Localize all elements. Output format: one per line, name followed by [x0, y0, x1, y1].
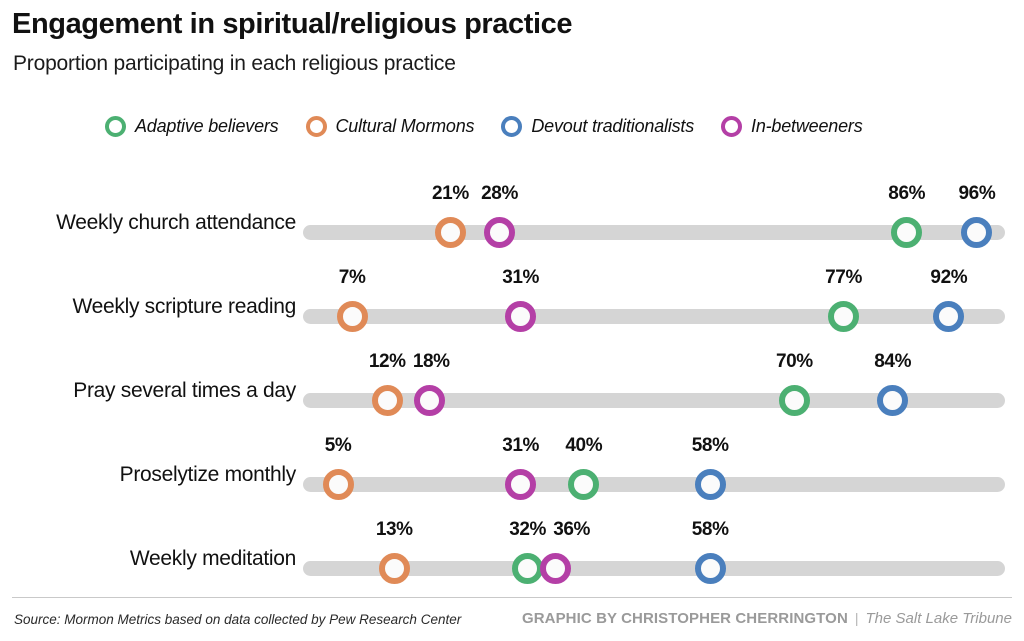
legend-item-label: In-betweeners	[751, 116, 863, 136]
row-label: Weekly meditation	[129, 547, 296, 570]
credit-author: GRAPHIC BY CHRISTOPHER CHERRINGTON	[521, 610, 848, 627]
legend-item-label: Adaptive believers	[135, 116, 279, 136]
page-title: Engagement in spiritual/religious practi…	[12, 8, 573, 40]
row-track	[303, 309, 1005, 324]
data-point-marker[interactable]	[322, 469, 354, 500]
data-point-value: 84%	[874, 351, 912, 372]
data-point-marker[interactable]	[336, 301, 368, 332]
data-point-marker[interactable]	[512, 553, 544, 584]
data-point-value: 18%	[412, 351, 450, 372]
credit-separator: |	[854, 610, 859, 626]
data-point-value: 40%	[565, 435, 603, 456]
data-point-value: 92%	[930, 267, 968, 288]
row-label: Proselytize monthly	[119, 463, 297, 486]
data-point-marker[interactable]	[877, 385, 909, 416]
chart-row: Weekly scripture reading 7% 31% 77% 92%	[0, 253, 1024, 337]
data-point-value: 58%	[691, 435, 729, 456]
data-point-value: 28%	[481, 183, 518, 204]
legend-item-label: Devout traditionalists	[531, 116, 695, 136]
credit-line: GRAPHIC BY CHRISTOPHER CHERRINGTON | The…	[522, 610, 1012, 627]
legend-item[interactable]: In-betweeners	[721, 116, 863, 137]
data-point-value: 13%	[375, 519, 413, 540]
source-note: Source: Mormon Metrics based on data col…	[14, 612, 462, 627]
data-point-marker[interactable]	[505, 469, 537, 500]
row-track	[303, 225, 1005, 240]
chart-row: Proselytize monthly 5% 31% 40% 58%	[0, 421, 1024, 505]
legend-item[interactable]: Adaptive believers	[105, 116, 279, 137]
circle-ring-icon	[501, 116, 523, 137]
data-point-marker[interactable]	[505, 301, 537, 332]
row-track	[303, 561, 1005, 576]
row-track	[303, 393, 1005, 408]
data-point-value: 12%	[368, 351, 406, 372]
legend-item[interactable]: Cultural Mormons	[305, 116, 475, 137]
chart-row: Weekly meditation 13% 32% 36% 58%	[0, 505, 1024, 589]
data-point-marker[interactable]	[694, 469, 726, 500]
data-point-marker[interactable]	[371, 385, 403, 416]
data-point-marker[interactable]	[778, 385, 810, 416]
circle-ring-icon	[721, 116, 743, 137]
chart-row: Weekly church attendance 21% 28% 86% 96%	[0, 169, 1024, 253]
data-point-value: 31%	[502, 435, 540, 456]
data-point-marker[interactable]	[378, 553, 410, 584]
credit-publication: The Salt Lake Tribune	[865, 610, 1012, 627]
row-label: Weekly scripture reading	[72, 295, 296, 318]
data-point-marker[interactable]	[540, 553, 572, 584]
data-point-marker[interactable]	[891, 217, 923, 248]
data-point-marker[interactable]	[484, 217, 516, 248]
data-point-value: 70%	[775, 351, 813, 372]
page-subtitle: Proportion participating in each religio…	[13, 52, 456, 75]
data-point-value: 32%	[509, 519, 547, 540]
data-point-marker[interactable]	[434, 217, 466, 248]
chart-legend: Adaptive believers Cultural Mormons Devout…	[105, 116, 863, 137]
data-point-value: 77%	[825, 267, 862, 288]
data-point-value: 21%	[431, 183, 469, 204]
data-point-marker[interactable]	[828, 301, 860, 332]
circle-ring-icon	[305, 116, 327, 137]
data-point-marker[interactable]	[568, 469, 600, 500]
row-label: Pray several times a day	[73, 379, 296, 402]
legend-item-label: Cultural Mormons	[335, 116, 475, 136]
circle-ring-icon	[105, 116, 126, 137]
footer-divider	[12, 597, 1012, 598]
chart-row: Pray several times a day 12% 18% 70% 84%	[0, 337, 1024, 421]
data-point-marker[interactable]	[933, 301, 965, 332]
data-point-value: 31%	[502, 267, 540, 288]
data-point-value: 96%	[958, 183, 996, 204]
row-label: Weekly church attendance	[56, 211, 296, 234]
data-point-value: 36%	[553, 519, 591, 540]
row-track	[303, 477, 1005, 492]
data-point-marker[interactable]	[413, 385, 445, 416]
data-point-value: 7%	[338, 267, 366, 288]
data-point-value: 58%	[691, 519, 729, 540]
data-point-marker[interactable]	[961, 217, 993, 248]
data-point-value: 86%	[888, 183, 926, 204]
data-point-marker[interactable]	[694, 553, 726, 584]
data-point-value: 5%	[324, 435, 352, 456]
legend-item[interactable]: Devout traditionalists	[501, 116, 694, 137]
